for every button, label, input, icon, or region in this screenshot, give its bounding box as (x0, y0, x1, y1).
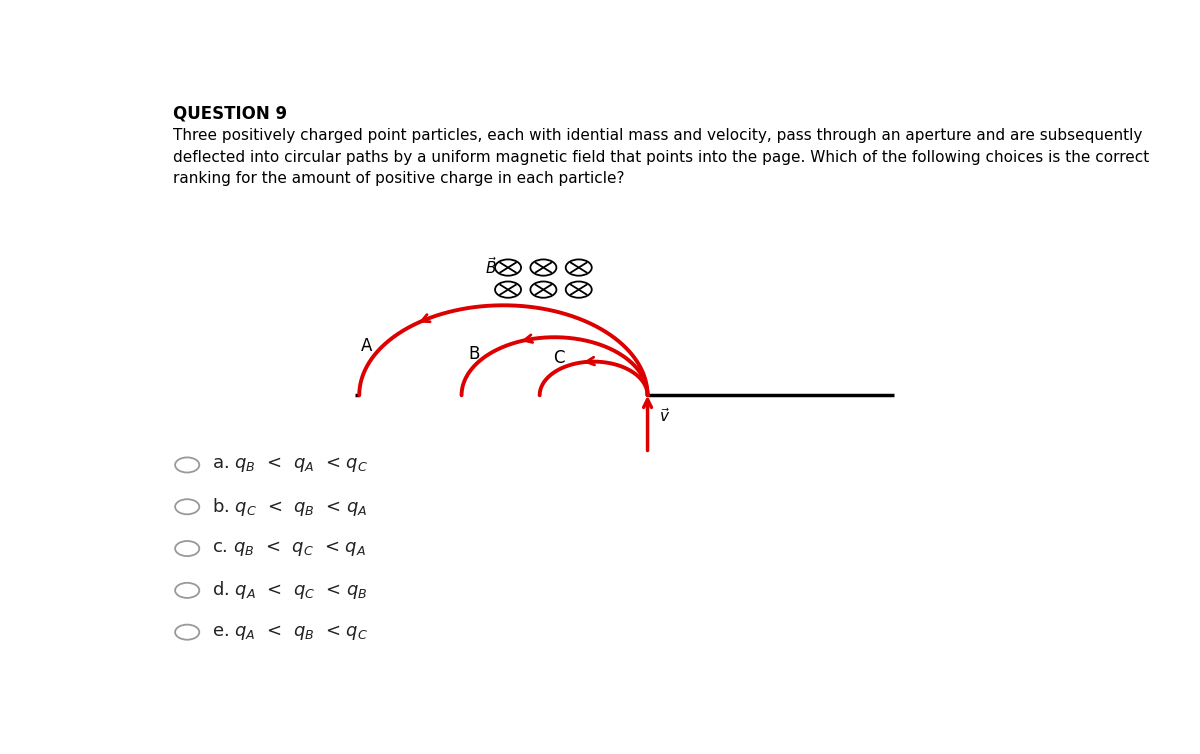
Text: $\vec{B}$: $\vec{B}$ (485, 256, 497, 277)
Text: A: A (361, 336, 372, 354)
Text: B: B (469, 345, 480, 363)
Text: b. $q_C$  <  $q_B$  < $q_A$: b. $q_C$ < $q_B$ < $q_A$ (212, 496, 368, 518)
Text: e. $q_A$  <  $q_B$  < $q_C$: e. $q_A$ < $q_B$ < $q_C$ (212, 623, 368, 642)
Text: d. $q_A$  <  $q_C$  < $q_B$: d. $q_A$ < $q_C$ < $q_B$ (212, 579, 368, 602)
Text: QUESTION 9: QUESTION 9 (173, 105, 287, 123)
Text: Three positively charged point particles, each with idential mass and velocity, : Three positively charged point particles… (173, 128, 1150, 186)
Text: c. $q_B$  <  $q_C$  < $q_A$: c. $q_B$ < $q_C$ < $q_A$ (212, 539, 366, 558)
Text: C: C (553, 349, 565, 367)
Text: a. $q_B$  <  $q_A$  < $q_C$: a. $q_B$ < $q_A$ < $q_C$ (212, 455, 368, 474)
Text: $\vec{v}$: $\vec{v}$ (659, 406, 670, 425)
